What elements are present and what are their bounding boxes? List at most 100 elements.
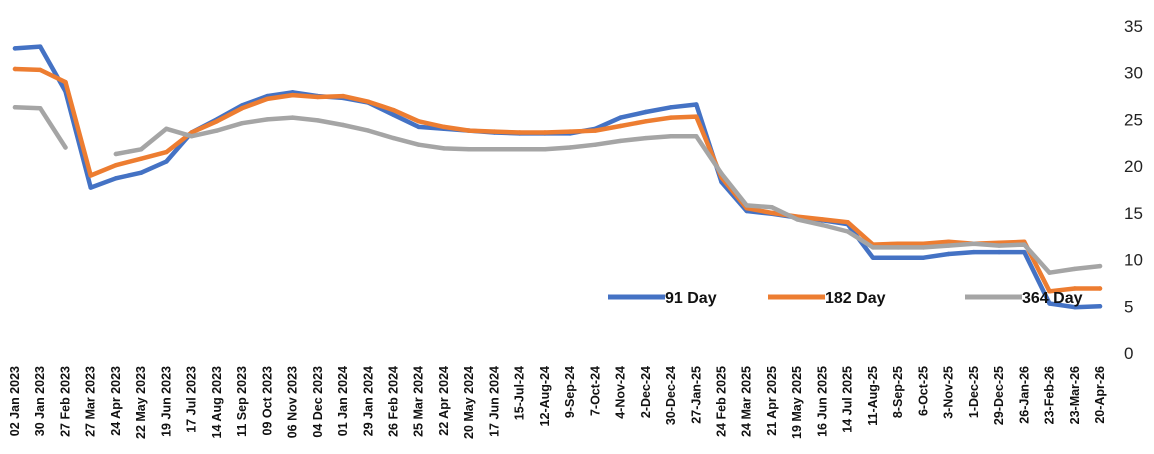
data-point-364-day [618,138,623,144]
data-point-182-day [1072,286,1078,291]
data-point-182-day [214,119,220,124]
data-point-91-day [416,124,421,130]
legend: 91 Day 182 Day 364 Day [608,290,1083,307]
x-tick-label: 7-Oct-24 [588,366,602,416]
data-point-364-day [290,115,295,120]
data-point-182-day [139,156,144,161]
x-axis: 02 Jan 2023 30 Jan 2023 27 Feb 2023 27 Mar … [8,366,1107,439]
data-point-364-day [340,122,346,128]
data-point-91-day [618,115,623,120]
x-tick-label: 24 Mar 2025 [740,366,754,437]
data-point-182-day [567,129,573,134]
data-point-182-day [416,119,421,124]
data-point-182-day [946,239,951,244]
data-point-91-day [946,251,951,257]
data-point-364-day [769,205,775,210]
data-point-91-day [1047,301,1052,306]
x-tick-label: 17 Jul 2023 [185,366,199,433]
data-point-91-day [971,249,976,255]
x-tick-label: 8-Sep-25 [891,366,905,418]
x-tick-label: 27 Feb 2023 [58,366,72,437]
data-point-364-day [1047,270,1052,275]
data-point-182-day [694,114,699,119]
x-tick-label: 06 Nov 2023 [286,366,300,438]
data-point-182-day [366,99,371,104]
data-point-364-day [921,245,926,250]
data-point-91-day [895,255,901,260]
data-point-364-day [895,245,901,250]
data-point-364-day [467,147,472,152]
data-point-182-day [593,128,598,133]
data-point-364-day [113,151,119,157]
data-point-364-day [1072,266,1078,272]
data-point-364-day [366,128,371,133]
x-tick-label: 11-Aug-25 [866,366,880,426]
data-point-91-day [921,255,926,260]
x-tick-label: 29-Dec-25 [992,366,1006,425]
data-point-91-day [1097,304,1103,309]
x-tick-label: 22 Apr 2024 [437,366,451,436]
data-point-364-day [214,128,220,133]
data-point-182-day [820,217,825,222]
data-point-364-day [643,135,648,141]
data-point-182-day [113,163,119,168]
y-tick-label: 0 [1124,344,1133,363]
data-point-91-day [668,105,674,110]
data-point-364-day [315,118,320,123]
x-tick-label: 09 Oct 2023 [260,366,274,436]
data-point-182-day [643,119,648,124]
x-tick-label: 1-Dec-25 [967,366,981,418]
legend-label-182-day: 182 Day [825,290,886,307]
data-point-182-day [290,92,295,98]
y-tick-label: 25 [1124,110,1143,129]
data-point-91-day [164,159,169,164]
data-point-364-day [38,106,43,111]
data-point-182-day [12,66,18,72]
x-tick-label: 21 Apr 2025 [765,366,779,436]
data-point-182-day [769,210,775,216]
data-point-182-day [845,220,850,225]
x-tick-label: 27 Mar 2023 [84,366,98,437]
data-point-364-day [946,243,951,248]
legend-label-91-day: 91 Day [665,290,717,307]
x-tick-label: 04 Dec 2023 [311,366,325,438]
x-tick-label: 29 Jan 2024 [361,366,375,436]
data-point-364-day [567,145,573,150]
data-point-364-day [164,126,169,131]
y-tick-label: 35 [1124,17,1143,36]
data-point-364-day [189,134,194,139]
series-line-364-day [12,105,68,150]
data-point-364-day [542,147,548,152]
data-point-364-day [1022,242,1027,247]
x-tick-label: 11 Sep 2023 [235,366,249,437]
x-tick-label: 24 Feb 2025 [715,366,729,437]
data-point-364-day [744,203,749,208]
series-line-182-day [12,66,1103,294]
x-tick-label: 23-Feb-26 [1043,366,1057,424]
data-point-182-day [1047,289,1052,294]
series-line-364-day [113,115,1103,275]
x-tick-label: 19 May 2025 [790,366,804,439]
x-tick-label: 12-Aug-24 [538,366,552,426]
data-point-364-day [971,241,976,246]
data-point-91-day [1072,305,1078,310]
x-tick-label: 26 Feb 2024 [386,366,400,437]
x-tick-label: 14 Aug 2023 [210,366,224,439]
data-point-364-day [719,171,724,176]
x-tick-label: 20 May 2024 [462,366,476,439]
y-tick-label: 20 [1124,157,1143,176]
data-point-182-day [1097,286,1103,291]
data-point-182-day [63,79,68,85]
data-point-364-day [239,121,245,126]
y-axis: 0 5 10 15 20 25 30 35 [1124,17,1143,363]
x-tick-label: 02 Jan 2023 [8,366,22,436]
data-point-182-day [517,130,522,135]
data-point-364-day [845,229,850,234]
data-point-91-day [139,170,144,175]
data-point-364-day [1097,263,1103,269]
data-point-91-day [12,46,18,51]
x-tick-label: 2-Dec-24 [639,366,653,418]
data-point-182-day [315,94,320,100]
x-tick-label: 16 Jun 2025 [815,366,829,437]
